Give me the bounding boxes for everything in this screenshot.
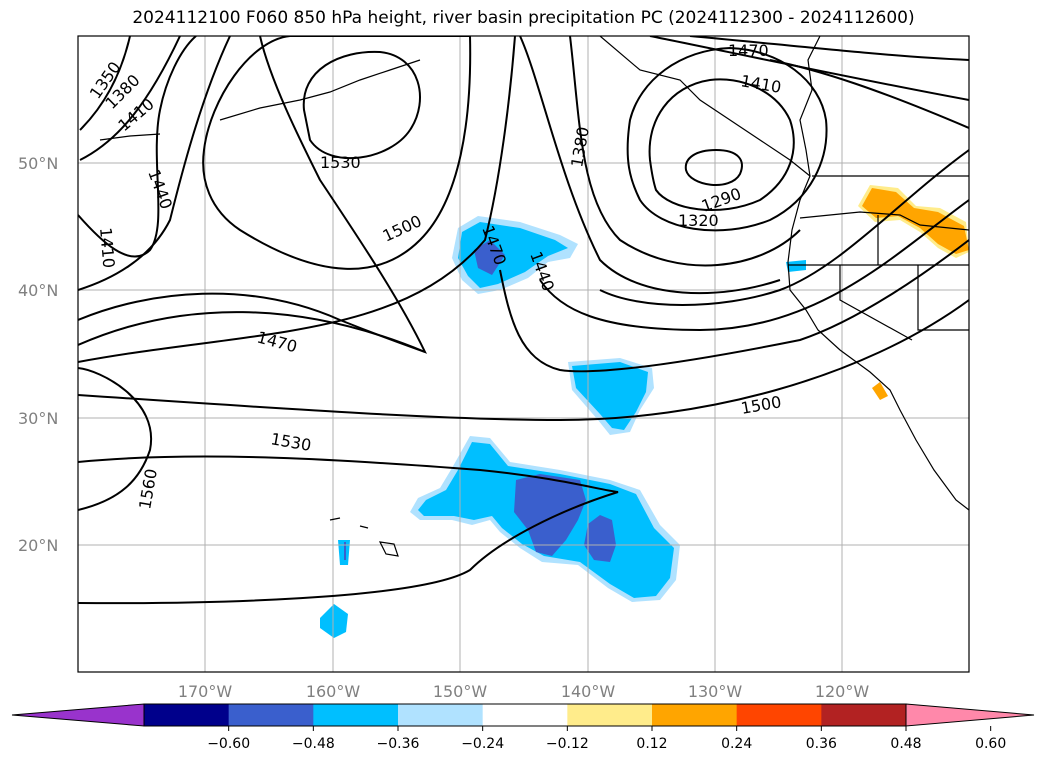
- colorbar-tick-label: 0.24: [721, 736, 752, 752]
- lon-label: 140°W: [561, 682, 616, 701]
- lon-label: 130°W: [688, 682, 743, 701]
- colorbar-segment: [567, 704, 653, 726]
- colorbar-extend-high: [905, 703, 1035, 727]
- colorbar-tick-label: 0.60: [975, 736, 1006, 752]
- contour-label: 1470: [255, 328, 299, 357]
- graticule: [78, 36, 969, 672]
- contour-label: 1500: [380, 211, 425, 245]
- colorbar-segment: [821, 704, 907, 726]
- colorbar-tick-label: −0.60: [207, 736, 250, 752]
- contour-label: 1440: [144, 167, 176, 212]
- contour-label: 1500: [739, 392, 782, 418]
- colorbar-segment: [652, 704, 738, 726]
- colorbar-tick-label: −0.48: [292, 736, 335, 752]
- colorbar: −0.60 −0.48 −0.36 −0.24 −0.12 0.12 0.24 0.36 0.4…: [11, 703, 1035, 752]
- lat-label: 50°N: [18, 154, 58, 173]
- lon-label: 120°W: [815, 682, 870, 701]
- contour-label: 1410: [739, 71, 782, 97]
- map-frame: [77, 35, 970, 673]
- lon-label: 150°W: [433, 682, 488, 701]
- map-plot-area: 1350 1380 1410 1440 1410 1530 1500 1470 …: [78, 36, 969, 672]
- colorbar-extend-low: [11, 703, 145, 727]
- contour-label: 1530: [269, 429, 312, 455]
- colorbar-frame: [143, 703, 907, 727]
- colorbar-tick-label: 0.48: [890, 736, 921, 752]
- contour-label: 1410: [96, 227, 118, 269]
- contour-label: 1380: [567, 125, 593, 168]
- lat-label: 30°N: [18, 409, 58, 428]
- contour-label: 1470: [728, 41, 769, 60]
- colorbar-tick-label: 0.36: [806, 736, 837, 752]
- colorbar-segment: [228, 704, 314, 726]
- colorbar-tick-label: −0.12: [546, 736, 589, 752]
- height-contours: [78, 36, 969, 605]
- lon-labels: 170°W 160°W 150°W 140°W 130°W 120°W: [178, 682, 870, 701]
- lat-label: 20°N: [18, 536, 58, 555]
- colorbar-segment: [736, 704, 822, 726]
- contour-label: 1320: [678, 211, 719, 230]
- lat-labels: 50°N 40°N 30°N 20°N: [18, 154, 58, 555]
- colorbar-segment: [144, 704, 230, 726]
- colorbar-tick-label: 0.12: [636, 736, 667, 752]
- colorbar-tick-label: −0.24: [461, 736, 504, 752]
- colorbar-segment: [482, 704, 568, 726]
- contour-label: 1530: [320, 153, 361, 172]
- lon-label: 170°W: [178, 682, 233, 701]
- chart-title: 2024112100 F060 850 hPa height, river ba…: [132, 8, 915, 28]
- colorbar-segment: [313, 704, 399, 726]
- colorbar-tick-label: −0.36: [377, 736, 420, 752]
- lon-label: 160°W: [306, 682, 361, 701]
- colorbar-segment: [398, 704, 484, 726]
- contour-labels: 1350 1380 1410 1440 1410 1530 1500 1470 …: [86, 41, 783, 511]
- lat-label: 40°N: [18, 281, 58, 300]
